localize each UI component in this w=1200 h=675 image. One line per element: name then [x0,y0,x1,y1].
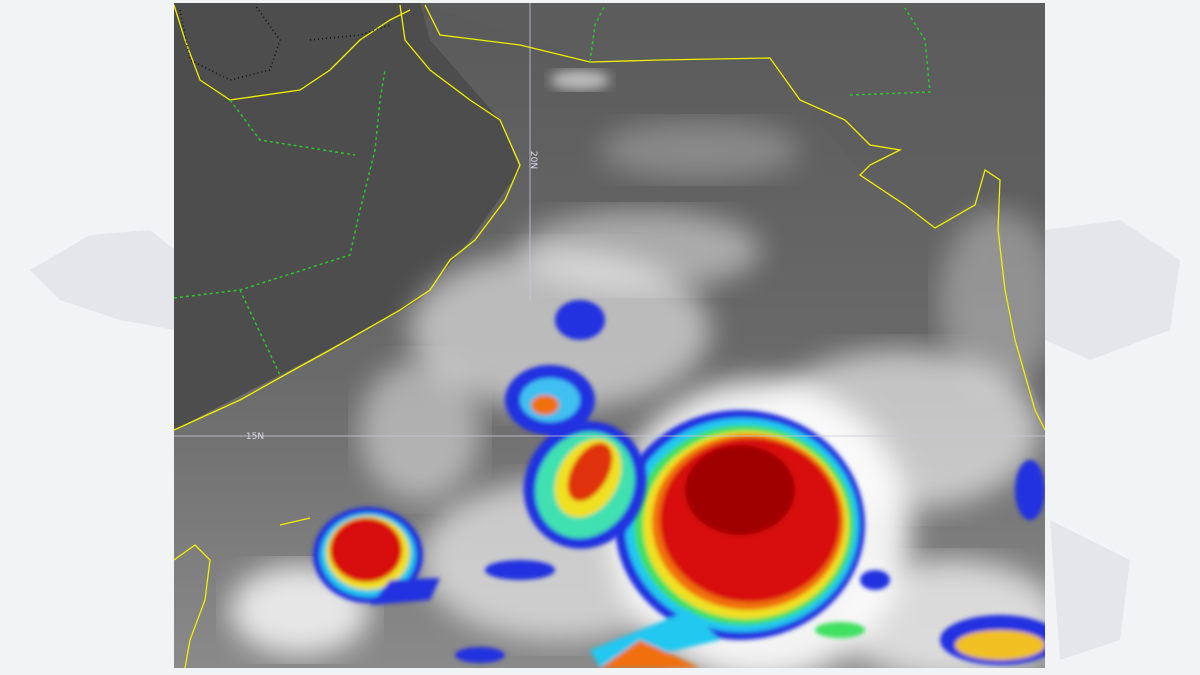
borders [174,4,931,376]
background-watermark [30,220,1180,660]
storm-band [455,300,1045,665]
satellite-image: 20N 15N [174,3,1045,668]
lat-label: 20N [528,151,538,169]
lat-label: 15N [246,432,264,442]
storm-small [313,507,440,605]
borders-dark [179,4,391,81]
graticule [174,3,1045,437]
storm-main [590,410,865,668]
coastlines [174,4,1045,668]
